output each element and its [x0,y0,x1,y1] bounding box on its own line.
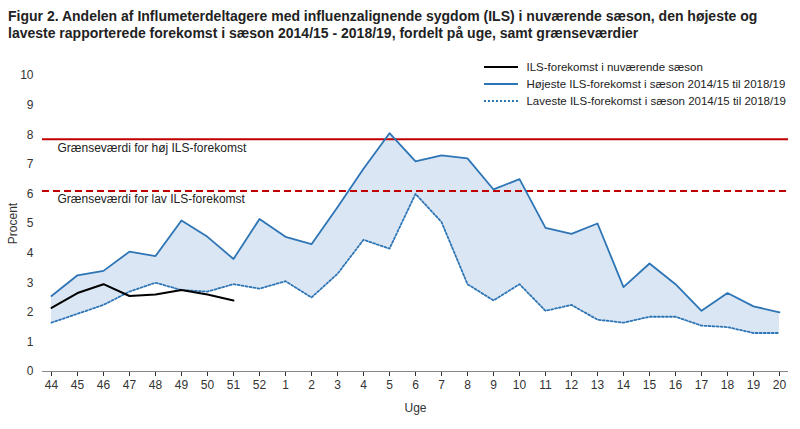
svg-text:12: 12 [565,378,579,392]
svg-text:13: 13 [591,378,605,392]
svg-text:2: 2 [27,305,34,319]
svg-text:11: 11 [539,378,552,392]
svg-text:7: 7 [27,157,34,171]
svg-text:Uge: Uge [404,401,426,415]
html-text:Højeste ILS-forekomst i sæson: Højeste ILS-forekomst i sæson 2014/15 ti… [526,77,786,90]
svg-text:10: 10 [20,68,34,82]
html-text:Laveste ILS-forekomst i sæson: Laveste ILS-forekomst i sæson 2014/15 ti… [526,94,786,107]
svg-text:0: 0 [27,364,34,378]
svg-text:6: 6 [412,378,419,392]
svg-text:15: 15 [643,378,657,392]
svg-text:45: 45 [71,378,85,392]
svg-text:7: 7 [438,378,445,392]
svg-text:14: 14 [617,378,631,392]
svg-text:49: 49 [175,378,189,392]
html-text:ILS-forekomst i nuværende sæso: ILS-forekomst i nuværende sæson [526,60,703,73]
svg-text:48: 48 [149,378,163,392]
svg-text:16: 16 [669,378,683,392]
svg-text:19: 19 [747,378,761,392]
svg-text:3: 3 [334,378,341,392]
svg-text:18: 18 [721,378,735,392]
svg-text:51: 51 [227,378,241,392]
svg-text:9: 9 [490,378,497,392]
svg-text:4: 4 [27,246,34,260]
svg-text:10: 10 [513,378,527,392]
svg-text:17: 17 [695,378,709,392]
svg-text:52: 52 [253,378,267,392]
svg-text:2: 2 [308,378,315,392]
svg-text:3: 3 [27,276,34,290]
svg-text:20: 20 [773,378,787,392]
svg-text:Procent: Procent [6,202,20,244]
html-text:Figur 2. Andelen af Influmeter: Figur 2. Andelen af Influmeterdeltagere … [8,8,758,41]
svg-text:47: 47 [123,378,137,392]
svg-text:4: 4 [360,378,367,392]
svg-text:1: 1 [282,378,289,392]
svg-text:Grænseværdi for høj ILS-foreko: Grænseværdi for høj ILS-forekomst [58,141,247,155]
svg-text:5: 5 [386,378,393,392]
svg-text:1: 1 [27,335,34,349]
svg-text:5: 5 [27,216,34,230]
svg-text:9: 9 [27,98,34,112]
svg-text:8: 8 [27,128,34,142]
svg-text:8: 8 [464,378,471,392]
svg-text:50: 50 [201,378,215,392]
svg-text:44: 44 [45,378,59,392]
svg-text:Grænseværdi for lav ILS-foreko: Grænseværdi for lav ILS-forekomst [58,192,246,206]
svg-text:6: 6 [27,187,34,201]
svg-text:46: 46 [97,378,111,392]
